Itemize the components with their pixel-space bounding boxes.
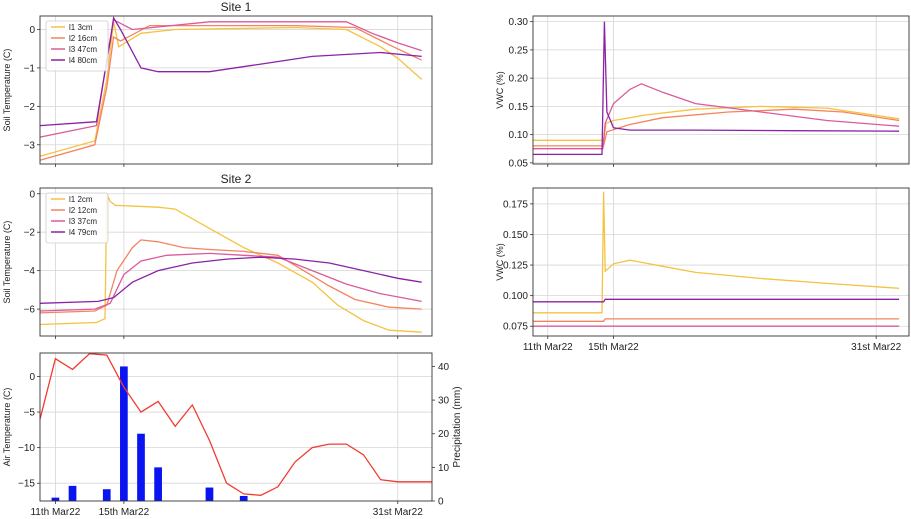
plot-frame — [532, 187, 910, 337]
y-tick-label: −10 — [18, 443, 35, 454]
x-tick-label: 15th Mar22 — [99, 507, 150, 518]
legend-entry: l1 3cm — [69, 23, 93, 32]
y-tick-label: −4 — [24, 266, 36, 277]
legend-entry: l1 2cm — [69, 195, 93, 204]
series-line — [39, 193, 422, 333]
x-tick-label: 31st Mar22 — [373, 507, 423, 518]
series-line — [533, 83, 900, 150]
y-axis-label: VWC (%) — [495, 71, 505, 109]
y-axis-right-label: Precipitation (mm) — [452, 386, 463, 467]
x-tick-label: 11th Mar22 — [523, 342, 573, 353]
precipitation-bar — [51, 497, 60, 501]
y-tick-label: 0.20 — [509, 74, 529, 85]
y-tick-label: 0 — [29, 189, 35, 200]
legend-box — [45, 20, 109, 72]
series-line — [533, 21, 900, 156]
x-tick-label: 15th Mar22 — [588, 342, 639, 353]
series-line — [39, 239, 422, 314]
precipitation-bar — [239, 495, 248, 501]
y-tick-label: 0.25 — [509, 45, 529, 56]
plot-frame — [532, 15, 910, 165]
y-tick-label: 0.100 — [503, 291, 528, 302]
panel-p2: 0.30 0.25 0.20 0.15 0.10 0.05 VWC (%) — [495, 15, 910, 169]
plot-frame — [39, 15, 433, 165]
legend-entry: l3 47cm — [69, 45, 97, 54]
legend: l1 3cm l2 16cm l3 47cm l4 80cm — [45, 20, 109, 72]
panel-title: Site 2 — [221, 172, 252, 186]
y-tick-label: 0.15 — [509, 102, 529, 113]
panel-title: Site 1 — [221, 0, 252, 14]
y-axis-label: Soil Temperature (C) — [2, 49, 12, 132]
y-tick-label: −5 — [24, 408, 36, 419]
y-axis-label: Air Temperature (C) — [2, 388, 12, 467]
precipitation-bar — [205, 487, 214, 501]
plot-frame — [39, 352, 433, 502]
series-line — [39, 24, 422, 161]
y-tick-label: −2 — [24, 228, 36, 239]
y-tick-label: 0.075 — [503, 322, 528, 333]
x-tick-label: 31st Mar22 — [851, 342, 901, 353]
y-tick-label: 0 — [29, 372, 35, 383]
legend-entry: l4 80cm — [69, 56, 97, 65]
series-line — [39, 21, 423, 157]
y-tick-label: −3 — [24, 140, 36, 151]
series-line — [533, 298, 900, 303]
series-line — [533, 191, 900, 314]
panel-p5: 0 −5 −10 −15 40 30 20 10 0 Precipitation (mm) 11th… — [2, 352, 463, 518]
y-tick-label: 0.125 — [503, 261, 528, 272]
y-tick-label: −6 — [24, 305, 36, 316]
y-right-tick-label: 30 — [438, 396, 450, 407]
y-right-tick-label: 0 — [438, 497, 444, 508]
y-tick-label: 0 — [29, 25, 35, 36]
y-axis-label: Soil Temperature (C) — [2, 221, 12, 304]
legend-entry: l4 79cm — [69, 228, 97, 237]
y-axis-label: VWC (%) — [495, 243, 505, 281]
y-right-tick-label: 20 — [438, 429, 450, 440]
y-tick-label: 0.05 — [509, 158, 529, 169]
legend-entry: l2 16cm — [69, 34, 97, 43]
legend-box — [45, 192, 109, 244]
legend: l1 2cm l2 12cm l3 37cm l4 79cm — [45, 192, 109, 244]
precipitation-bar — [137, 433, 145, 501]
series-line — [533, 318, 900, 322]
series-line — [39, 252, 422, 312]
plot-frame — [39, 187, 433, 337]
y-right-tick-label: 10 — [438, 463, 450, 474]
precipitation-bar — [68, 485, 77, 501]
y-tick-label: −1 — [24, 63, 36, 74]
precipitation-bar — [154, 467, 162, 501]
y-right-tick-label: 40 — [438, 362, 450, 373]
panel-p4: 0.175 0.150 0.125 0.100 0.075 11th Mar22 15th … — [495, 187, 910, 353]
x-tick-label: 11th Mar22 — [30, 507, 80, 518]
precipitation-bar — [102, 489, 111, 501]
y-tick-label: 0.30 — [509, 17, 529, 28]
precipitation-bar — [120, 366, 128, 501]
y-tick-label: −2 — [24, 102, 36, 113]
y-tick-label: 0.175 — [503, 199, 528, 210]
y-tick-label: 0.150 — [503, 230, 528, 241]
y-tick-label: −15 — [18, 479, 35, 490]
air-temperature-line — [39, 353, 432, 496]
series-line — [533, 108, 900, 147]
y-tick-label: 0.10 — [509, 130, 529, 141]
legend-entry: l2 12cm — [69, 206, 97, 215]
series-line — [39, 256, 422, 304]
legend-entry: l3 37cm — [69, 217, 97, 226]
